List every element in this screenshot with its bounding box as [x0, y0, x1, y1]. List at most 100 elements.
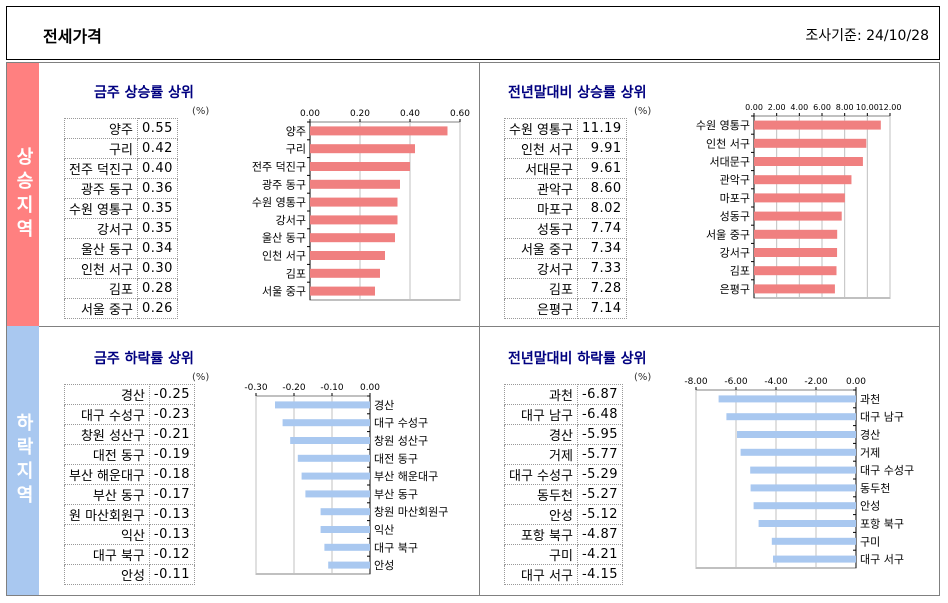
tick-label: 2.00: [768, 103, 786, 112]
bar: [282, 419, 370, 427]
tick-label: -0.30: [244, 383, 268, 393]
bar: [754, 248, 838, 257]
category-label: 대구 서구: [860, 553, 904, 566]
category-label: 익산: [374, 524, 394, 537]
region-value: -4.21: [576, 544, 624, 565]
table-row: 대구 수성구 -5.29: [504, 464, 624, 485]
region-name: 포항 북구: [504, 524, 578, 545]
category-label: 강서구: [720, 247, 750, 260]
bar: [754, 175, 852, 185]
region-value: -0.18: [148, 464, 196, 485]
tick-label: -6.00: [724, 377, 748, 387]
bar: [310, 268, 380, 278]
panel-title: 전년말대비 하락률 상위: [508, 351, 647, 367]
category-label: 안성: [374, 559, 394, 572]
survey-date: 조사기준: 24/10/28: [805, 28, 929, 44]
region-value: -5.77: [576, 444, 624, 465]
region-value: -0.21: [148, 424, 196, 445]
bar: [754, 157, 863, 166]
table-row: 부산 해운대구 -0.18: [64, 464, 196, 485]
panel-title: 전년말대비 상승률 상위: [508, 85, 647, 101]
category-label: 안성: [860, 500, 880, 513]
table-row: 관악구 8.60: [504, 178, 627, 199]
category-label: 인천 서구: [262, 249, 306, 263]
region-name: 부산 동구: [64, 484, 150, 505]
category-label: 구미: [860, 535, 880, 548]
bar: [324, 543, 370, 551]
region-name: 인천 서구: [64, 258, 138, 279]
category-label: 대구 수성구: [860, 464, 914, 477]
category-label: 광주 동구: [262, 178, 306, 191]
table-row: 원 마산회원구 -0.13: [64, 504, 196, 525]
bar: [754, 211, 842, 221]
table-row: 안성 -5.12: [504, 504, 624, 525]
region-value: 0.40: [136, 158, 178, 179]
bar: [310, 179, 400, 189]
category-label: 경산: [860, 429, 880, 442]
bar: [290, 437, 370, 444]
bar: [320, 508, 370, 516]
region-name: 원 마산회원구: [64, 504, 150, 525]
report-frame: 상승지역 하락지역: [6, 62, 940, 596]
bar: [740, 448, 856, 456]
region-name: 구리: [64, 138, 138, 159]
table-row: 대전 동구 -0.19: [64, 444, 196, 465]
tick-label: 12.00: [879, 103, 902, 112]
tick-label: -4.00: [764, 377, 788, 387]
region-name: 익산: [64, 524, 150, 545]
bar: [310, 233, 395, 243]
region-value: 7.74: [576, 218, 627, 239]
table-row: 강서구 0.35: [64, 218, 178, 239]
tick-label: 6.00: [813, 103, 831, 112]
table-row: 광주 동구 0.36: [64, 178, 178, 199]
tick-label: 8.00: [836, 103, 854, 112]
category-label: 서대문구: [710, 156, 750, 169]
value-table: 수원 영통구 11.19 인천 서구 9.91 서대문구 9.61 관악구 8.60 마포구 8.…: [504, 118, 627, 319]
unit-label: (%): [192, 372, 210, 383]
category-label: 거제: [860, 446, 880, 459]
category-label: 부산 동구: [374, 488, 418, 501]
bar: [310, 126, 448, 136]
region-name: 구미: [504, 544, 578, 565]
region-value: -0.13: [148, 504, 196, 525]
bar: [310, 162, 410, 171]
table-row: 서울 중구 7.34: [504, 238, 627, 259]
region-value: -6.87: [576, 384, 624, 405]
tick-label: -2.00: [804, 377, 828, 387]
bar: [773, 555, 856, 563]
bar: [310, 215, 398, 225]
tick-label: 0.20: [350, 109, 370, 119]
region-value: 7.14: [576, 298, 627, 319]
bar: [328, 561, 370, 569]
tick-label: 0.00: [846, 377, 866, 387]
region-value: -6.48: [576, 404, 624, 425]
region-value: -0.23: [148, 404, 196, 425]
tick-label: 0.40: [400, 109, 420, 119]
tick-label: 0.00: [360, 383, 380, 393]
category-label: 김포: [730, 265, 750, 278]
region-name: 경산: [504, 424, 578, 445]
region-value: -5.29: [576, 464, 624, 485]
tick-label: -0.10: [320, 383, 344, 393]
region-value: 0.35: [136, 198, 178, 219]
region-value: 0.30: [136, 258, 178, 279]
table-row: 포항 북구 -4.87: [504, 524, 624, 545]
table-row: 양주 0.55: [64, 118, 178, 139]
region-name: 마포구: [504, 198, 578, 219]
bar: [754, 229, 838, 239]
table-row: 대구 서구 -4.15: [504, 564, 624, 585]
table-row: 경산 -0.25: [64, 384, 196, 405]
table-row: 과천 -6.87: [504, 384, 624, 405]
region-name: 인천 서구: [504, 138, 578, 159]
region-value: -0.17: [148, 484, 196, 505]
region-name: 대전 동구: [64, 444, 150, 465]
bar: [754, 284, 835, 294]
category-label: 서울 중구: [262, 285, 306, 298]
bar: [275, 401, 370, 409]
table-row: 거제 -5.77: [504, 444, 624, 465]
category-label: 포항 북구: [860, 518, 904, 531]
tick-label: 4.00: [790, 103, 808, 112]
table-row: 대구 수성구 -0.23: [64, 404, 196, 425]
region-name: 광주 동구: [64, 178, 138, 199]
